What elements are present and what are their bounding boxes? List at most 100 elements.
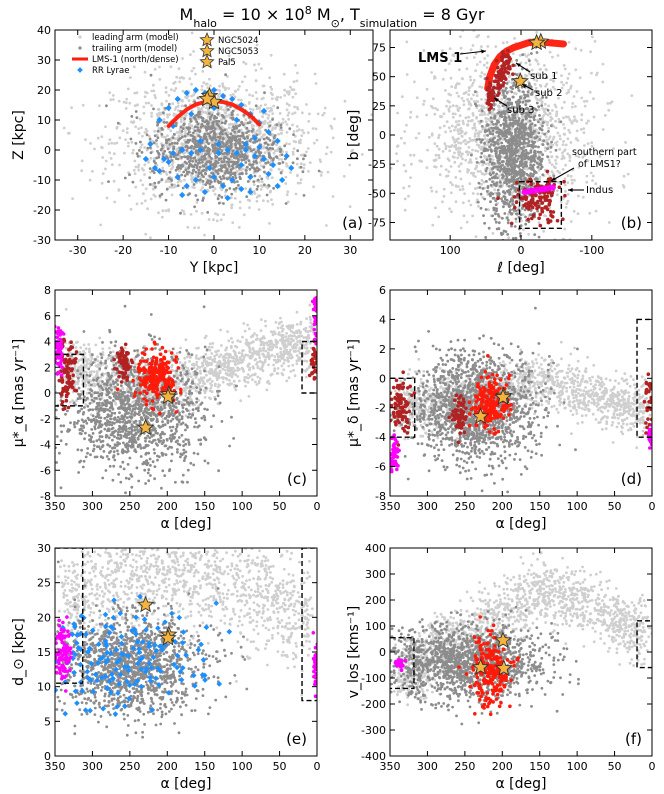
data-point [303,154,307,158]
data-point [493,112,497,116]
data-point [520,119,524,123]
data-point [533,233,537,237]
data-point [189,120,193,123]
data-point [260,125,264,129]
data-point [554,148,558,152]
data-point [529,85,533,89]
data-point [510,138,514,142]
data-point [576,212,580,216]
data-point [501,41,505,45]
data-point [253,192,257,195]
data-point [148,176,152,180]
data-point [156,136,160,140]
data-point [512,157,515,161]
data-point [300,134,304,138]
data-point [476,200,480,204]
data-point [496,138,500,142]
data-point [204,172,208,176]
data-point [534,152,537,156]
data-point [291,123,294,127]
data-point [214,148,218,152]
data-point [475,63,479,66]
data-point [125,97,129,101]
data-point [80,159,84,163]
data-point [149,197,153,201]
data-point [588,211,592,215]
plot-area-a [62,31,373,240]
data-point [178,80,182,84]
data-point [193,156,197,160]
data-point [502,145,506,149]
data-point [203,132,207,136]
data-point [139,140,142,144]
data-point [554,119,557,123]
data-point [505,162,508,166]
data-point [567,115,570,119]
data-point [166,113,169,116]
data-point [528,59,531,63]
data-point [518,160,522,164]
data-point [225,170,229,174]
data-point [208,117,212,121]
data-point [237,98,241,102]
data-point [603,114,607,117]
data-point [180,173,184,177]
data-point [568,159,572,163]
data-point [262,146,266,150]
data-point [313,72,317,76]
data-point [194,159,198,162]
data-point [211,167,215,171]
data-point [204,183,208,187]
data-point [592,97,595,101]
data-point [165,99,168,103]
data-point [80,169,84,173]
data-point [511,95,515,99]
data-point [435,190,438,194]
data-point [575,90,579,93]
data-point [492,182,496,186]
data-point [197,156,201,159]
data-point [506,60,511,65]
data-point [172,82,176,85]
data-point [178,169,181,173]
data-point [464,142,468,146]
data-point [237,141,240,145]
data-point [513,91,516,95]
data-point [477,104,481,107]
data-point [329,124,333,128]
data-point [534,95,538,99]
data-point [510,151,514,154]
data-point [150,89,154,93]
data-point [569,141,573,144]
data-point [252,160,256,164]
data-point [194,170,198,174]
data-point [554,159,557,162]
data-point [177,67,181,71]
data-point [243,75,247,78]
data-point [529,143,533,147]
data-point [285,162,288,166]
rr-lyrae-point [242,140,249,148]
data-point [550,140,553,144]
data-point [137,168,141,172]
data-point [184,104,188,107]
data-point [524,152,528,156]
data-point [562,123,565,126]
data-point [234,137,238,141]
data-point [271,126,275,130]
data-point [257,208,261,211]
data-point [255,43,259,47]
data-point [454,200,458,204]
star-pal5 [198,89,216,107]
data-point [166,134,169,138]
data-point [266,159,269,162]
data-point [241,167,245,171]
data-point [479,170,482,173]
rr-lyrae-point [233,149,240,157]
data-point [486,35,490,39]
data-point [566,174,570,178]
data-point [196,122,200,126]
data-point [191,159,195,163]
y-tick-label: -30 [33,234,51,247]
data-point [509,254,512,257]
